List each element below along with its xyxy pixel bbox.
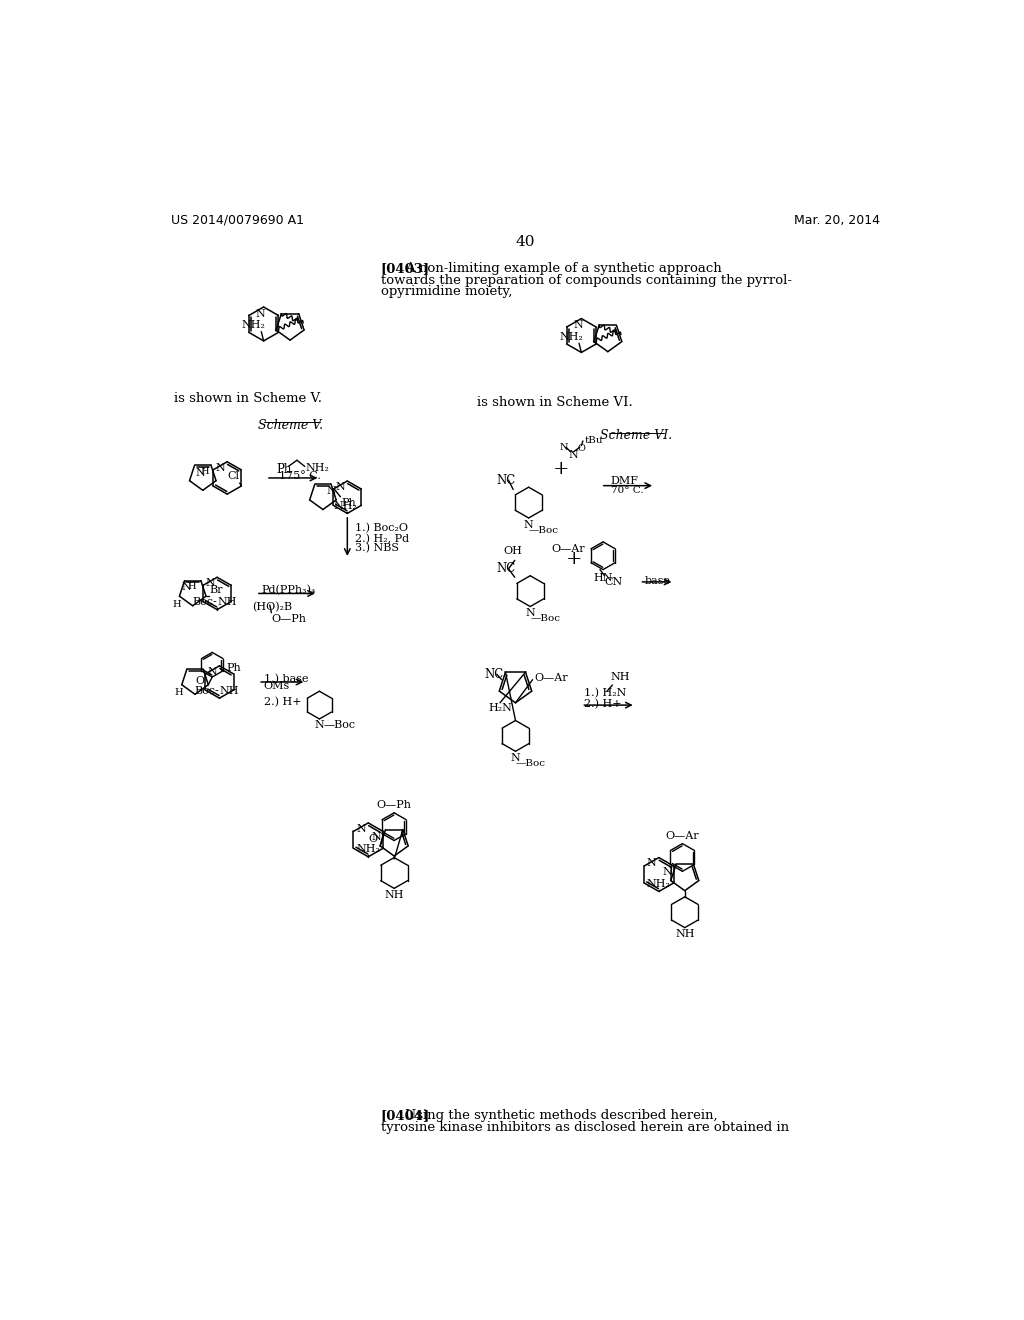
Text: O—Ph: O—Ph [377, 800, 412, 809]
Text: 40: 40 [515, 235, 535, 249]
Text: NC: NC [496, 562, 515, 576]
Text: NH: NH [219, 686, 239, 696]
Text: NC: NC [496, 474, 515, 487]
Text: 1.) base: 1.) base [263, 673, 308, 684]
Text: O—Ar: O—Ar [535, 673, 567, 684]
Text: NH₂: NH₂ [242, 321, 265, 330]
Text: N: N [573, 321, 583, 330]
Text: O—Ar: O—Ar [552, 544, 586, 554]
Text: N: N [356, 824, 366, 834]
Text: H: H [187, 582, 197, 591]
Text: A non-limiting example of a synthetic approach: A non-limiting example of a synthetic ap… [406, 263, 722, 276]
Text: NH₂: NH₂ [647, 879, 671, 890]
Text: Cl: Cl [227, 471, 240, 482]
Text: H: H [172, 599, 181, 609]
Text: NH₂: NH₂ [559, 331, 584, 342]
Text: —Boc: —Boc [528, 525, 559, 535]
Text: 2.) H+: 2.) H+ [263, 697, 301, 708]
Text: Using the synthetic methods described herein,: Using the synthetic methods described he… [406, 1109, 718, 1122]
Text: N: N [525, 609, 536, 618]
Text: N: N [195, 469, 205, 478]
Text: H₂N: H₂N [488, 702, 512, 713]
Text: OMs: OMs [263, 681, 290, 692]
Text: Pd(PPh₃)₄: Pd(PPh₃)₄ [261, 585, 315, 595]
Text: is shown in Scheme VI.: is shown in Scheme VI. [477, 396, 633, 409]
Text: 1.) H₂N: 1.) H₂N [584, 688, 626, 698]
Text: NH₂: NH₂ [305, 463, 330, 474]
Text: N: N [256, 309, 265, 318]
Text: base: base [645, 576, 671, 586]
Text: towards the preparation of compounds containing the pyrrol-: towards the preparation of compounds con… [381, 275, 792, 286]
Text: Boc-: Boc- [193, 598, 217, 607]
Text: 3.) NBS: 3.) NBS [355, 544, 399, 553]
Text: Ph: Ph [226, 663, 241, 673]
Text: NH: NH [611, 672, 631, 682]
Text: +: + [553, 459, 569, 478]
Text: N: N [182, 582, 191, 593]
Text: HN: HN [594, 573, 613, 582]
Text: N: N [327, 486, 336, 496]
Text: 175° C.: 175° C. [280, 471, 321, 480]
Text: N: N [372, 832, 382, 842]
Text: [0404]: [0404] [381, 1109, 430, 1122]
Text: H: H [174, 689, 183, 697]
Text: NC: NC [484, 668, 504, 681]
Text: [0403]: [0403] [381, 263, 430, 276]
Text: N: N [205, 578, 215, 587]
Text: Mar. 20, 2014: Mar. 20, 2014 [794, 214, 880, 227]
Text: N: N [560, 442, 568, 451]
Text: Boc-: Boc- [195, 686, 219, 696]
Text: NH₂: NH₂ [334, 502, 357, 511]
Text: NH: NH [675, 929, 694, 939]
Text: H: H [201, 467, 210, 475]
Text: N: N [647, 858, 656, 869]
Text: OH: OH [504, 545, 522, 556]
Text: (HO)₂B: (HO)₂B [252, 602, 292, 612]
Text: 70° C.: 70° C. [611, 486, 643, 495]
Text: tyrosine kinase inhibitors as disclosed herein are obtained in: tyrosine kinase inhibitors as disclosed … [381, 1121, 788, 1134]
Text: N: N [314, 721, 325, 730]
Text: N: N [215, 462, 225, 473]
Text: +: + [565, 550, 582, 568]
Text: tBu: tBu [585, 437, 603, 445]
Text: Br: Br [209, 585, 222, 594]
Text: N: N [511, 752, 520, 763]
Text: —Boc: —Boc [530, 614, 560, 623]
Text: N: N [663, 867, 672, 876]
Text: O: O [578, 445, 586, 453]
Text: CN: CN [604, 577, 623, 587]
Text: 2.) H₂, Pd: 2.) H₂, Pd [355, 533, 410, 544]
Text: NH: NH [384, 890, 403, 900]
Text: O—Ar: O—Ar [666, 830, 699, 841]
Text: Scheme V.: Scheme V. [258, 418, 324, 432]
Text: Scheme VI.: Scheme VI. [599, 429, 672, 442]
Text: N: N [568, 450, 579, 459]
Text: N: N [208, 667, 217, 677]
Text: O: O [195, 676, 204, 686]
Text: opyrimidine moiety,: opyrimidine moiety, [381, 285, 512, 298]
Text: NH₂: NH₂ [356, 845, 380, 854]
Text: —Boc: —Boc [324, 721, 355, 730]
Text: Ph: Ph [341, 499, 356, 508]
Text: is shown in Scheme V.: is shown in Scheme V. [174, 392, 323, 405]
Text: NH: NH [217, 598, 237, 607]
Text: 1.) Boc₂O: 1.) Boc₂O [355, 524, 409, 533]
Text: O: O [368, 834, 377, 843]
Text: O—Ph: O—Ph [271, 614, 306, 624]
Text: DMF: DMF [611, 477, 639, 486]
Text: N: N [335, 482, 345, 492]
Text: Ph: Ph [276, 462, 292, 475]
Text: —Boc: —Boc [515, 759, 546, 768]
Text: US 2014/0079690 A1: US 2014/0079690 A1 [171, 214, 304, 227]
Text: N: N [524, 520, 534, 529]
Text: 2.) H+: 2.) H+ [584, 700, 622, 709]
